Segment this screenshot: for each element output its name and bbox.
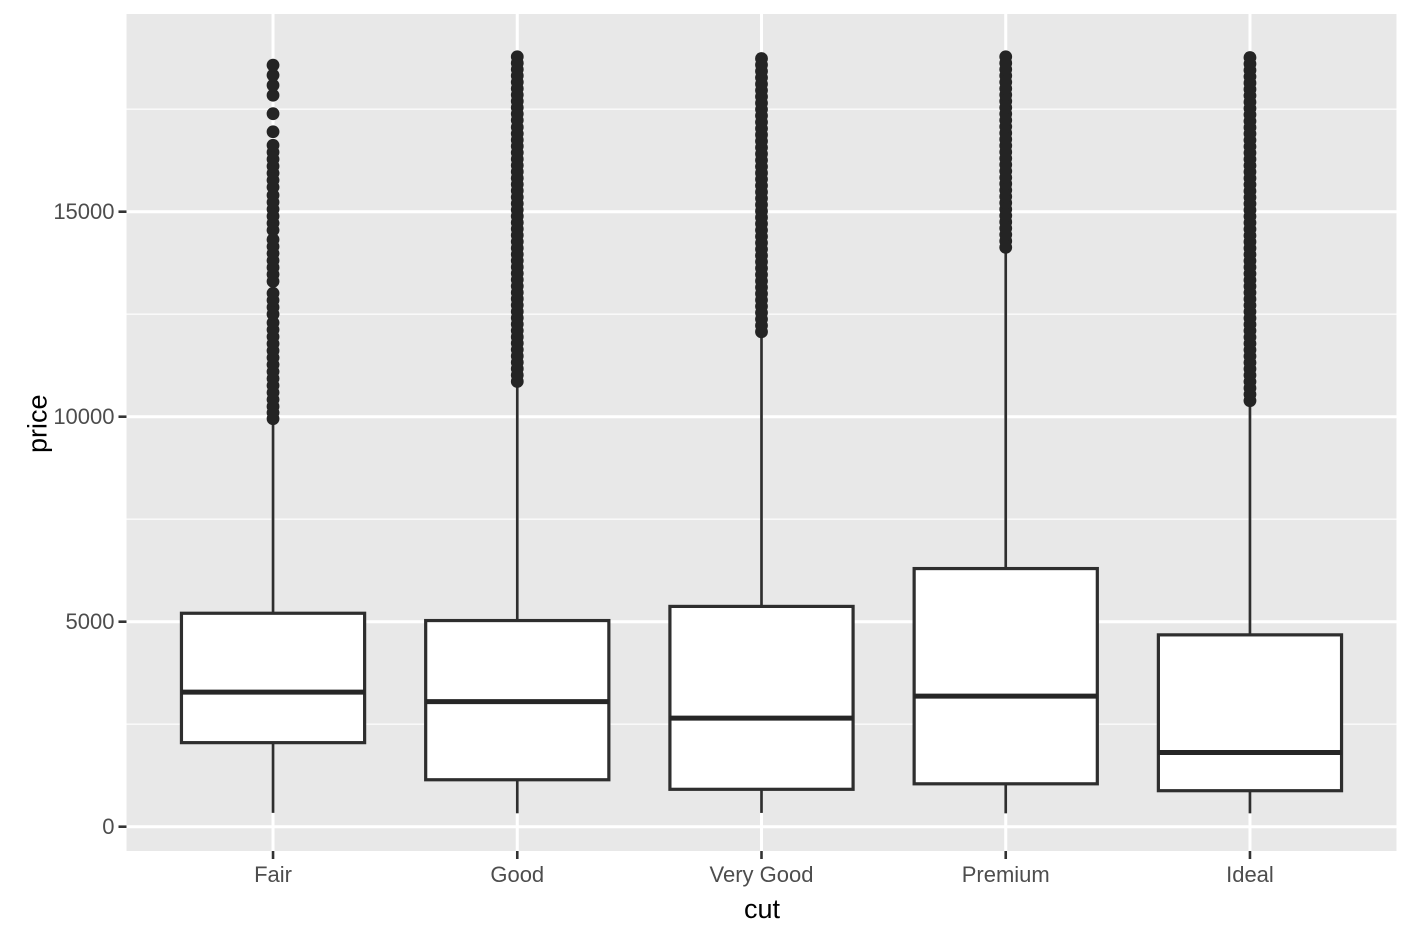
- outlier-dot: [266, 58, 280, 72]
- outlier-dot: [755, 52, 768, 65]
- outlier-dot: [266, 286, 280, 300]
- outliers: [266, 58, 280, 426]
- outliers: [755, 52, 768, 339]
- x-tick-label: Ideal: [1226, 862, 1274, 887]
- y-axis: 0 5000 10000 15000: [53, 199, 127, 839]
- outlier-dot: [510, 50, 524, 64]
- y-tick-label: 15000: [53, 199, 114, 224]
- outlier-dot: [266, 78, 280, 92]
- outliers: [1243, 51, 1257, 408]
- iqr-box: [668, 604, 855, 791]
- outlier-dot: [266, 138, 280, 152]
- y-tick-label: 0: [102, 814, 114, 839]
- outlier-dot: [266, 88, 280, 102]
- outliers: [510, 50, 524, 388]
- x-axis: Fair Good Very Good Premium Ideal: [254, 851, 1274, 887]
- x-tick-label: Very Good: [710, 862, 814, 887]
- iqr-box: [1156, 633, 1344, 793]
- outliers: [999, 50, 1013, 254]
- x-tick-label: Premium: [962, 862, 1050, 887]
- y-tick-label: 10000: [53, 404, 114, 429]
- boxplot-very-good: [668, 52, 855, 813]
- iqr-box: [912, 566, 1099, 786]
- x-tick-label: Fair: [254, 862, 292, 887]
- y-axis-title: price: [22, 394, 53, 453]
- x-tick-label: Good: [490, 862, 544, 887]
- outlier-dot: [266, 107, 280, 121]
- y-tick-label: 5000: [66, 609, 115, 634]
- boxplot-ideal: [1156, 51, 1344, 814]
- boxplot-premium: [912, 50, 1099, 814]
- outlier-dot: [1243, 51, 1257, 64]
- boxplot-good: [424, 50, 611, 814]
- iqr-box: [179, 611, 367, 745]
- x-axis-title: cut: [743, 894, 781, 924]
- outlier-dot: [999, 50, 1013, 64]
- outlier-dot: [266, 233, 280, 246]
- outlier-dot: [266, 125, 280, 139]
- boxplot-fair: [179, 58, 367, 813]
- outlier-dot: [266, 68, 280, 82]
